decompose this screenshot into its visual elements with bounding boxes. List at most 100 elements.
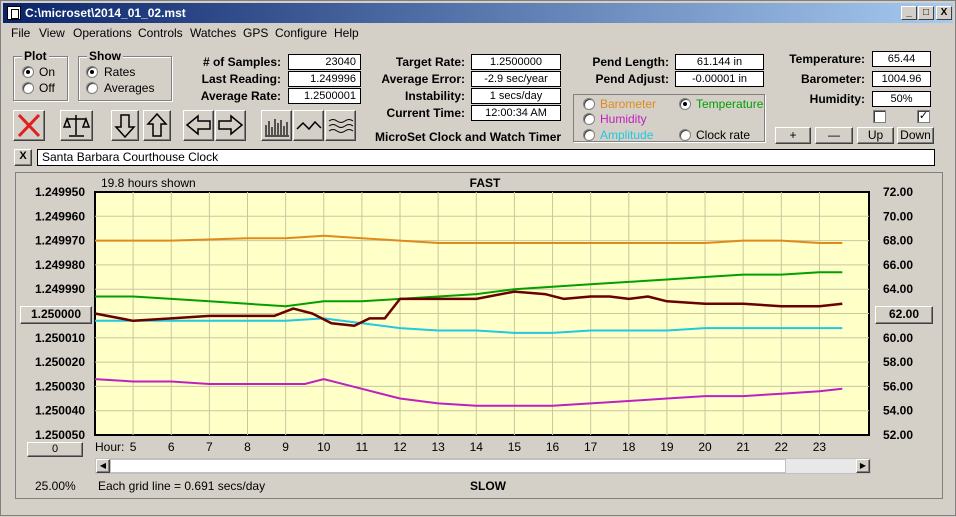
down-button[interactable]: Down	[897, 127, 934, 144]
menu-gps[interactable]: GPS	[243, 26, 269, 40]
plus-button[interactable]: +	[775, 127, 811, 144]
temperature-series-line	[95, 271, 843, 308]
temperature-radio[interactable]	[679, 98, 691, 110]
menu-view[interactable]: View	[39, 26, 65, 40]
temperature-option-label: Temperature	[696, 97, 764, 111]
show-group: Show	[78, 49, 172, 101]
right-axis-ticks: 72.0070.0068.0066.0064.0062.0060.0058.00…	[883, 185, 913, 442]
x-tick-label: 18	[622, 440, 636, 454]
minimize-button[interactable]: _	[901, 6, 917, 20]
clock-rate-option-label: Clock rate	[696, 128, 751, 142]
right-center-value[interactable]: 62.00	[875, 306, 933, 324]
menu-configure[interactable]: Configure	[275, 26, 328, 40]
down-arrow-button[interactable]	[111, 110, 139, 141]
instability-label: Instability:	[404, 89, 465, 103]
last-reading-label: Last Reading:	[201, 72, 281, 86]
app-icon[interactable]	[7, 6, 21, 20]
scroll-left-button[interactable]: ◀	[96, 459, 110, 473]
balance-button[interactable]	[60, 110, 93, 141]
pend-length-field: 61.144 in	[675, 54, 764, 70]
humidity-option-label: Humidity	[600, 112, 647, 126]
pend-adjust-field: -0.00001 in	[675, 71, 764, 87]
plot-on-label: On	[39, 65, 56, 79]
line-plot-button[interactable]	[293, 110, 324, 141]
plot-group-title: Plot	[22, 49, 49, 63]
barometer-field: 1004.96	[872, 71, 931, 87]
right-arrow-button[interactable]	[215, 110, 246, 141]
menu-operations[interactable]: Operations	[73, 26, 132, 40]
red-x-icon	[17, 113, 41, 138]
menu-help[interactable]: Help	[334, 26, 359, 40]
x-tick-label: 6	[168, 440, 175, 454]
arrow-right-icon	[218, 114, 244, 136]
bar-plot-button[interactable]	[261, 110, 292, 141]
stop-button[interactable]	[13, 110, 45, 141]
plot-off-label: Off	[39, 81, 55, 95]
up-button[interactable]: Up	[857, 127, 894, 144]
hours-shown-label: 19.8 hours shown	[101, 176, 196, 190]
right-tick-label: 52.00	[883, 428, 913, 442]
menu-file[interactable]: File	[11, 26, 31, 40]
up-arrow-button[interactable]	[143, 110, 171, 141]
checkbox-1[interactable]	[873, 110, 886, 123]
x-tick-label: 21	[736, 440, 750, 454]
maximize-button[interactable]: □	[918, 6, 934, 20]
close-button[interactable]: X	[936, 6, 952, 20]
clear-watch-button[interactable]: X	[14, 149, 32, 166]
right-tick-label: 64.00	[883, 282, 913, 296]
amplitude-option-label: Amplitude	[600, 128, 654, 142]
x-axis-label: Hour:	[95, 440, 124, 454]
left-arrow-button[interactable]	[183, 110, 214, 141]
scroll-thumb[interactable]	[110, 459, 786, 473]
horizontal-scrollbar[interactable]: ◀ ▶	[95, 458, 871, 474]
watch-name-input[interactable]: Santa Barbara Courthouse Clock	[37, 149, 935, 166]
scroll-right-button[interactable]: ▶	[856, 459, 870, 473]
plot-frame	[15, 172, 943, 499]
x-tick-label: 7	[206, 440, 213, 454]
x-tick-label: 12	[393, 440, 407, 454]
scale-icon	[62, 115, 91, 137]
current-time-label: Current Time:	[386, 106, 465, 120]
clock-rate-radio[interactable]	[679, 129, 691, 141]
x-tick-label: 8	[244, 440, 251, 454]
plot-on-radio[interactable]	[22, 66, 34, 78]
current-time-field: 12:00:34 AM	[471, 105, 561, 121]
menu-watches[interactable]: Watches	[190, 26, 237, 40]
humidity-series-line	[94, 378, 843, 407]
left-tick-label: 1.249970	[35, 234, 85, 248]
aux-select-box	[573, 94, 765, 142]
temperature-label: Temperature:	[789, 52, 865, 66]
barometer-radio[interactable]	[583, 98, 595, 110]
plot-group: Plot	[13, 49, 68, 101]
right-tick-label: 58.00	[883, 355, 913, 369]
grid-note-label: Each grid line = 0.691 secs/day	[98, 479, 265, 493]
humidity-field: 50%	[872, 91, 931, 107]
scroll-position-box[interactable]: 0	[27, 442, 83, 457]
amplitude-radio[interactable]	[583, 129, 595, 141]
x-tick-label: 23	[813, 440, 827, 454]
last-reading-field: 1.249996	[288, 71, 361, 87]
show-rates-radio[interactable]	[86, 66, 98, 78]
plot-off-radio[interactable]	[22, 82, 34, 94]
title-bar[interactable]: C:\microset\2014_01_02.mst _ □ X	[3, 3, 953, 23]
zoom-label: 25.00%	[35, 479, 76, 493]
minus-button[interactable]: —	[815, 127, 853, 144]
humidity-radio[interactable]	[583, 113, 595, 125]
rate-series-line	[94, 290, 843, 327]
left-center-value[interactable]: 1.250000	[20, 306, 92, 324]
instability-field: 1 secs/day	[471, 88, 561, 104]
arrow-down-icon	[114, 114, 136, 139]
left-tick-label: 1.249950	[35, 185, 85, 199]
wave-plot-button[interactable]	[325, 110, 356, 141]
x-tick-label: 5	[130, 440, 137, 454]
menu-controls[interactable]: Controls	[138, 26, 183, 40]
right-tick-label: 54.00	[883, 404, 913, 418]
amplitude-series-line	[95, 317, 843, 334]
checkbox-2[interactable]: ✓	[917, 110, 930, 123]
barometer-option-label: Barometer	[600, 97, 657, 111]
x-tick-label: 19	[660, 440, 674, 454]
menu-bar: File View Operations Controls Watches GP…	[3, 24, 953, 42]
show-averages-radio[interactable]	[86, 82, 98, 94]
target-rate-label: Target Rate:	[395, 55, 465, 69]
